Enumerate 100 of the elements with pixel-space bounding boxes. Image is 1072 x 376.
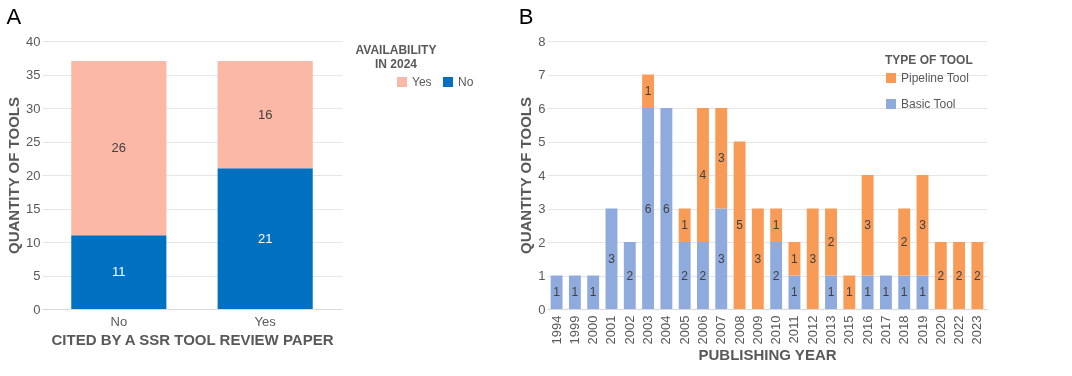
data-label: 1 [900,285,908,300]
bar [788,242,801,276]
x-tick-label: 2015 [841,315,857,345]
y-tick-label: 8 [538,33,546,49]
data-label: 2 [772,268,780,283]
bar [697,108,709,242]
x-tick-label: 2022 [951,315,967,345]
data-label: 1 [864,285,872,300]
bar [217,61,313,169]
bar [217,168,313,309]
bar [770,242,783,309]
y-tick-label: 2 [538,234,546,250]
data-label: 2 [955,268,963,283]
bar [733,141,746,309]
bar [825,208,837,276]
data-label: 1 [772,218,780,233]
x-tick-label: 2000 [585,315,601,345]
y-tick-label: 25 [26,134,41,149]
bar [660,108,673,309]
y-axis-title: QUANTITY OF TOOLS [517,97,535,254]
x-tick-label: 2016 [859,315,875,345]
bar [788,275,801,309]
data-label: 3 [754,251,762,266]
data-label: 4 [699,168,707,182]
data-label: 3 [864,218,872,233]
y-tick-label: 5 [33,268,41,283]
data-label: 3 [717,251,725,266]
bar [71,235,167,309]
x-tick-label: Yes [254,313,277,329]
y-tick-label: 4 [538,167,546,183]
data-label: 1 [791,285,799,300]
data-label: 3 [919,218,927,233]
x-tick-label: 2020 [932,315,948,345]
x-axis-title: CITED BY A SSR TOOL REVIEW PAPER [51,330,334,348]
x-tick-label: 2002 [621,315,637,345]
legend-title: TYPE OF TOOL [885,53,973,67]
bar [587,275,600,309]
y-tick-label: 20 [26,167,41,183]
x-tick-label: 2011 [786,315,802,344]
x-tick-label: 2023 [969,315,985,345]
bar [825,275,837,309]
legend-label: Yes [412,75,432,89]
data-label: 2 [699,268,707,283]
x-tick-label: 2017 [877,315,893,345]
legend-label: Basic Tool [901,97,956,111]
bar [715,208,728,309]
x-tick-label: 2008 [731,315,747,345]
bar [770,208,783,242]
data-label: 1 [681,218,689,233]
data-label: 2 [974,268,982,283]
x-tick-label: 2004 [658,315,674,345]
data-label: 1 [827,285,835,300]
x-tick-label: 2018 [896,315,912,345]
bar [678,242,691,309]
data-label: 3 [809,251,817,266]
x-tick-label: 2009 [749,315,765,345]
data-label: 5 [736,218,744,233]
data-label: 2 [900,235,908,249]
legend-label: No [458,75,474,89]
bar [678,208,691,242]
bar [568,275,581,309]
data-label: 2 [827,235,835,249]
data-label: 11 [112,264,126,280]
y-tick-label: 10 [26,234,41,250]
x-tick-label: 1994 [548,315,564,345]
y-tick-label: 40 [26,33,41,49]
bar [879,275,892,309]
chart-title: A [6,4,22,29]
bar [971,242,984,309]
data-label: 1 [919,285,927,300]
bar [642,74,655,108]
y-tick-label: 5 [538,134,546,149]
bar [898,208,911,276]
x-tick-label: 2012 [804,315,820,345]
bar [934,242,947,309]
data-label: 2 [681,268,689,283]
data-label: 21 [257,230,273,246]
x-tick-label: 2001 [603,315,619,345]
x-axis-title: PUBLISHING YEAR [698,346,837,364]
data-label: 1 [553,285,561,300]
y-tick-label: 35 [26,67,41,82]
data-label: 6 [644,201,652,216]
data-label: 1 [791,251,799,266]
data-label: 1 [882,285,890,300]
bar [953,242,966,309]
bar [751,208,764,309]
y-tick-label: 0 [33,301,41,317]
x-tick-label: 2010 [768,315,784,345]
x-tick-label: 2003 [640,315,656,345]
data-label: 16 [257,106,273,122]
data-label: 2 [937,268,945,283]
x-tick-label: 2013 [823,315,839,345]
bar [843,275,856,309]
y-axis-title: QUANTITY OF TOOLS [5,97,23,254]
y-tick-label: 15 [26,201,41,216]
legend-label: Pipeline Tool [901,71,969,85]
x-tick-label: No [110,313,128,329]
y-tick-label: 30 [26,100,41,116]
bar [623,242,636,309]
data-label: 6 [663,201,671,216]
